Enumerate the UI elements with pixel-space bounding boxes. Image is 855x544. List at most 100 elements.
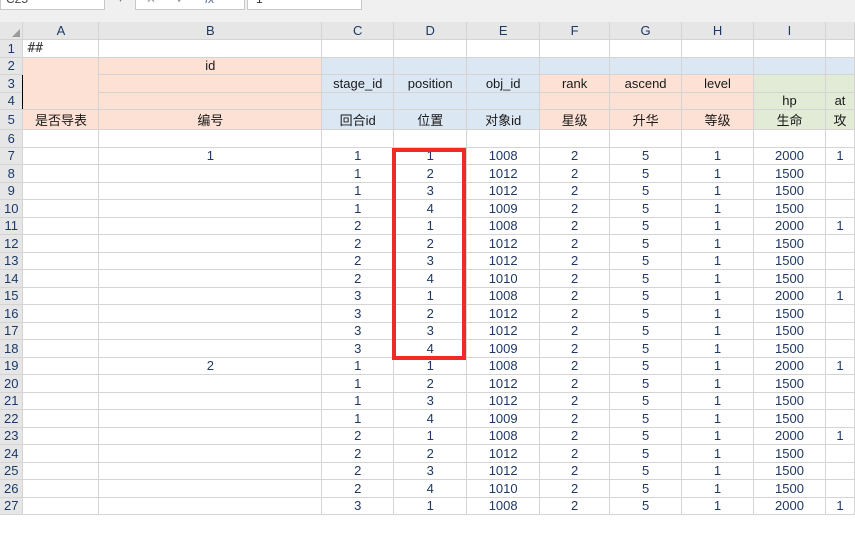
cell-i7[interactable]: 2000 bbox=[753, 147, 826, 165]
cell-f16[interactable]: 2 bbox=[539, 304, 611, 323]
cell-g25[interactable]: 5 bbox=[609, 462, 683, 480]
cell-b18[interactable] bbox=[98, 339, 323, 358]
cell-d22[interactable]: 4 bbox=[393, 409, 468, 428]
column-header-f[interactable]: F bbox=[539, 22, 611, 40]
cell-i18[interactable]: 1500 bbox=[753, 339, 826, 358]
cell-c5-label[interactable]: 回合id bbox=[321, 109, 395, 130]
column-header-c[interactable]: C bbox=[321, 22, 395, 40]
cell-i19[interactable]: 2000 bbox=[753, 357, 826, 375]
cell-f22[interactable]: 2 bbox=[539, 409, 611, 428]
cell-f10[interactable]: 2 bbox=[539, 199, 611, 218]
cell-c27[interactable]: 3 bbox=[321, 497, 395, 515]
cell-c25[interactable]: 2 bbox=[321, 462, 395, 480]
cell-f25[interactable]: 2 bbox=[539, 462, 611, 480]
cell-e12[interactable]: 1012 bbox=[466, 234, 541, 253]
cell-e27[interactable]: 1008 bbox=[466, 497, 541, 515]
cell-a7[interactable] bbox=[22, 147, 100, 165]
confirm-icon[interactable]: ✓ bbox=[176, 0, 186, 10]
cell-d16[interactable]: 2 bbox=[393, 304, 468, 323]
cell-d1[interactable] bbox=[393, 39, 468, 58]
cell-g17[interactable]: 5 bbox=[609, 322, 683, 340]
cell-a11[interactable] bbox=[22, 217, 100, 235]
row-header-12[interactable]: 12 bbox=[0, 234, 24, 253]
cell-b17[interactable] bbox=[98, 322, 323, 340]
cell-e1[interactable] bbox=[466, 39, 541, 58]
cell-b21[interactable] bbox=[98, 392, 323, 410]
formula-input-box[interactable] bbox=[247, 0, 362, 10]
cell-g4[interactable] bbox=[609, 91, 683, 110]
cell-j15[interactable]: 1 bbox=[825, 287, 855, 305]
cell-a14[interactable] bbox=[22, 269, 100, 288]
cell-b19[interactable]: 2 bbox=[98, 357, 323, 375]
column-header-d[interactable]: D bbox=[393, 22, 468, 40]
cell-j25[interactable] bbox=[825, 462, 855, 480]
cell-d23[interactable]: 1 bbox=[393, 427, 468, 445]
cell-j16[interactable] bbox=[825, 304, 855, 323]
cell-c21[interactable]: 1 bbox=[321, 392, 395, 410]
row-header-15[interactable]: 15 bbox=[0, 287, 24, 305]
cell-b14[interactable] bbox=[98, 269, 323, 288]
cell-e26[interactable]: 1010 bbox=[466, 479, 541, 498]
cell-f23[interactable]: 2 bbox=[539, 427, 611, 445]
cell-i3[interactable] bbox=[753, 74, 826, 93]
cell-b12[interactable] bbox=[98, 234, 323, 253]
cell-j18[interactable] bbox=[825, 339, 855, 358]
row-header-14[interactable]: 14 bbox=[0, 269, 24, 288]
cell-b16[interactable] bbox=[98, 304, 323, 323]
cell-h18[interactable]: 1 bbox=[681, 339, 755, 358]
cell-c17[interactable]: 3 bbox=[321, 322, 395, 340]
cell-c1[interactable] bbox=[321, 39, 395, 58]
cell-e23[interactable]: 1008 bbox=[466, 427, 541, 445]
cell-a19[interactable] bbox=[22, 357, 100, 375]
name-box[interactable] bbox=[0, 0, 105, 10]
chevron-down-icon[interactable]: ▾ bbox=[118, 0, 123, 10]
cell-a17[interactable] bbox=[22, 322, 100, 340]
cell-e24[interactable]: 1012 bbox=[466, 444, 541, 463]
cell-c2[interactable] bbox=[321, 56, 395, 75]
cell-g9[interactable]: 5 bbox=[609, 182, 683, 200]
cell-b10[interactable] bbox=[98, 199, 323, 218]
cell-h9[interactable]: 1 bbox=[681, 182, 755, 200]
cell-c10[interactable]: 1 bbox=[321, 199, 395, 218]
cell-i15[interactable]: 2000 bbox=[753, 287, 826, 305]
row-header-9[interactable]: 9 bbox=[0, 182, 24, 200]
cell-j1[interactable] bbox=[825, 39, 855, 58]
cell-j22[interactable] bbox=[825, 409, 855, 428]
cell-f12[interactable]: 2 bbox=[539, 234, 611, 253]
cell-e3-obj-id[interactable]: obj_id bbox=[466, 74, 541, 93]
cell-e13[interactable]: 1012 bbox=[466, 252, 541, 270]
cell-g11[interactable]: 5 bbox=[609, 217, 683, 235]
cell-i21[interactable]: 1500 bbox=[753, 392, 826, 410]
cell-f17[interactable]: 2 bbox=[539, 322, 611, 340]
row-header-24[interactable]: 24 bbox=[0, 444, 24, 463]
spreadsheet-grid[interactable]: A B C D E F G H I 1 ## 2 id bbox=[0, 22, 855, 544]
cell-b27[interactable] bbox=[98, 497, 323, 515]
cell-b9[interactable] bbox=[98, 182, 323, 200]
cell-j21[interactable] bbox=[825, 392, 855, 410]
cell-g3-ascend[interactable]: ascend bbox=[609, 74, 683, 93]
cell-i10[interactable]: 1500 bbox=[753, 199, 826, 218]
cell-d5-label[interactable]: 位置 bbox=[393, 109, 468, 130]
cell-g2[interactable] bbox=[609, 56, 683, 75]
row-header-8[interactable]: 8 bbox=[0, 164, 24, 183]
cell-j9[interactable] bbox=[825, 182, 855, 200]
cell-g14[interactable]: 5 bbox=[609, 269, 683, 288]
cell-c24[interactable]: 2 bbox=[321, 444, 395, 463]
cell-i20[interactable]: 1500 bbox=[753, 374, 826, 393]
cell-e19[interactable]: 1008 bbox=[466, 357, 541, 375]
row-header-6[interactable]: 6 bbox=[0, 129, 24, 148]
cell-f8[interactable]: 2 bbox=[539, 164, 611, 183]
row-header-18[interactable]: 18 bbox=[0, 339, 24, 358]
cell-f18[interactable]: 2 bbox=[539, 339, 611, 358]
cell-e9[interactable]: 1012 bbox=[466, 182, 541, 200]
cell-e21[interactable]: 1012 bbox=[466, 392, 541, 410]
cell-f21[interactable]: 2 bbox=[539, 392, 611, 410]
cell-h5-label[interactable]: 等级 bbox=[681, 109, 755, 130]
cell-j2[interactable] bbox=[825, 56, 855, 75]
cell-d19[interactable]: 1 bbox=[393, 357, 468, 375]
cell-e8[interactable]: 1012 bbox=[466, 164, 541, 183]
cell-a27[interactable] bbox=[22, 497, 100, 515]
cell-c19[interactable]: 1 bbox=[321, 357, 395, 375]
cell-j20[interactable] bbox=[825, 374, 855, 393]
cell-d9[interactable]: 3 bbox=[393, 182, 468, 200]
